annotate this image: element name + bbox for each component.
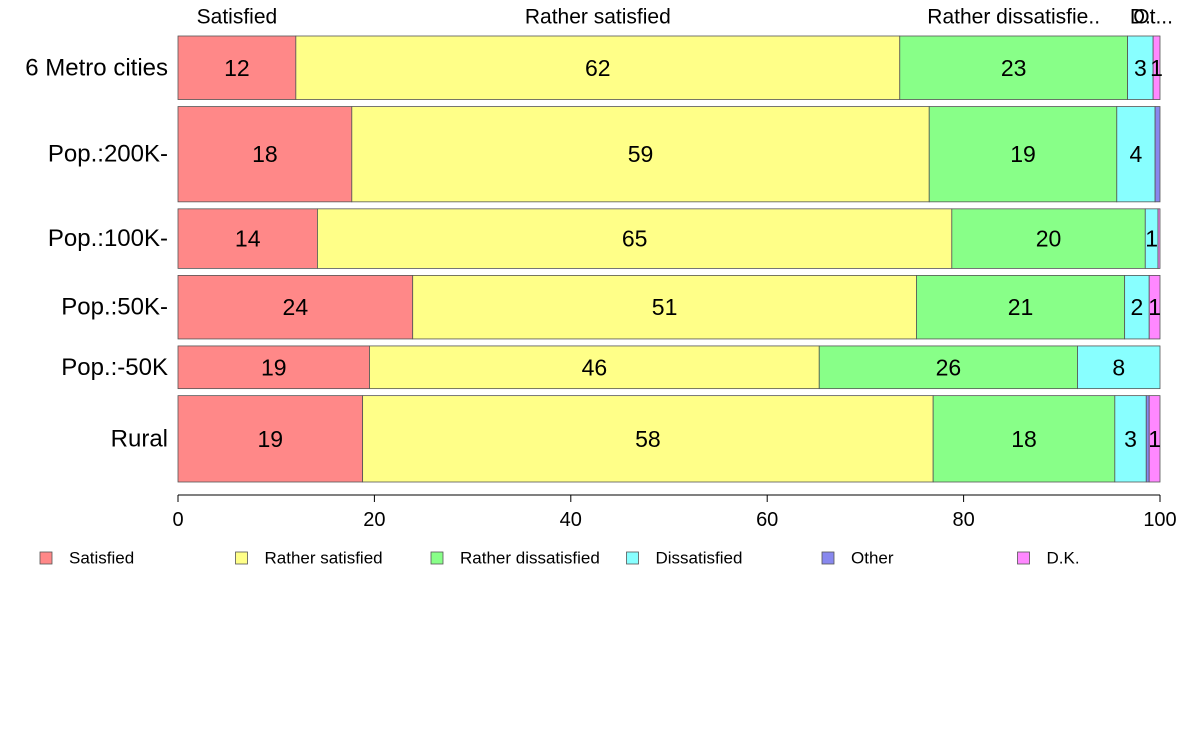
- series-top-label: D.: [1130, 6, 1151, 29]
- bar-segment-pop-100k-rather-dissatisfied: [951, 208, 1146, 269]
- data-label: 65: [622, 226, 648, 252]
- bar-segment-pop-200k-rather-dissatisfied: [928, 106, 1118, 203]
- bar-segment-pop-100k-d-k: [1157, 208, 1161, 269]
- data-label: 58: [635, 426, 661, 452]
- legend-label: Dissatisfied: [656, 549, 743, 568]
- data-label: 19: [258, 426, 284, 452]
- bar-segment-6-metro-cities-rather-satisfied: [295, 35, 901, 100]
- legend-swatch-dissatisfied: [626, 551, 639, 565]
- category-label: Pop.:100K-: [48, 225, 168, 252]
- bar-segment-rural-dissatisfied: [1114, 395, 1147, 483]
- bar-segment-rural-satisfied: [177, 395, 364, 483]
- category-label: Pop.:200K-: [48, 141, 168, 168]
- data-label: 51: [652, 294, 678, 320]
- data-label: 62: [585, 55, 611, 81]
- bar-segment-rural-rather-satisfied: [362, 395, 934, 483]
- data-label: 46: [582, 354, 608, 380]
- bar-segment-pop-50k-d-k: [1148, 275, 1161, 340]
- category-label: 6 Metro cities: [25, 54, 168, 81]
- bar-segment-pop-200k-dissatisfied: [1116, 106, 1156, 203]
- bar-segment-pop-50k-dissatisfied: [1077, 345, 1161, 390]
- data-label: 3: [1124, 426, 1137, 452]
- data-label: 1: [1148, 294, 1161, 320]
- bar-segment-pop-50k-satisfied: [177, 275, 414, 340]
- legend-label: Satisfied: [69, 549, 134, 568]
- bar-segment-pop-100k-rather-satisfied: [317, 208, 953, 269]
- data-label: 21: [1008, 294, 1034, 320]
- data-label: 26: [936, 354, 962, 380]
- data-label: 4: [1130, 141, 1143, 167]
- bar-segment-rural-d-k: [1148, 395, 1161, 483]
- data-label: 23: [1001, 55, 1027, 81]
- bar-segment-pop-50k-rather-satisfied: [369, 345, 820, 390]
- bars-layer: 12 62 23 3 118 59 19 414 65 20 124 51 21 2 119 46 26 819 5…: [177, 35, 1163, 483]
- legend-swatch-rather-satisfied: [235, 551, 248, 565]
- legend-swatch-satisfied: [39, 551, 53, 565]
- bar-segment-pop-50k-rather-dissatisfied: [916, 275, 1126, 340]
- series-top-label: Rather satisfied: [525, 6, 671, 29]
- legend-swatch-d-k: [1017, 551, 1030, 565]
- data-label: 20: [1036, 226, 1062, 252]
- x-tick-label: 40: [560, 509, 582, 531]
- legend-label: Rather satisfied: [265, 549, 383, 568]
- bar-segment-6-metro-cities-rather-dissatisfied: [899, 35, 1128, 100]
- top-labels-layer: Satisfied Rather satisfied Rather dissatis…: [197, 6, 1173, 29]
- category-label: Rural: [111, 425, 168, 452]
- data-label: 12: [224, 55, 250, 81]
- series-top-label: Satisfied: [197, 6, 278, 29]
- legend-label: Rather dissatisfied: [460, 549, 600, 568]
- legend-label: D.K.: [1047, 549, 1080, 568]
- bar-segment-pop-200k-satisfied: [177, 106, 353, 203]
- bar-segment-pop-200k-rather-satisfied: [351, 106, 930, 203]
- data-label: 24: [283, 294, 309, 320]
- data-label: 1: [1145, 226, 1158, 252]
- category-labels-layer: 6 Metro cities Pop.:200K- Pop.:100K- Pop.:5…: [25, 54, 168, 452]
- legend-swatch-other: [821, 551, 835, 565]
- category-label: Pop.:50K-: [61, 294, 168, 321]
- data-label: 59: [628, 141, 654, 167]
- legend-swatch-rather-dissatisfied: [430, 551, 444, 565]
- x-tick-label: 0: [172, 509, 183, 531]
- bar-segment-pop-50k-satisfied: [177, 345, 370, 390]
- data-label: 18: [252, 141, 278, 167]
- data-label: 2: [1131, 294, 1144, 320]
- x-tick-label: 100: [1143, 509, 1176, 531]
- data-label: 14: [235, 226, 261, 252]
- data-label: 1: [1150, 55, 1163, 81]
- data-label: 19: [1010, 141, 1036, 167]
- data-label: 18: [1011, 426, 1037, 452]
- series-top-label: Rather dissatisfie..: [927, 6, 1100, 29]
- data-label: 8: [1112, 354, 1125, 380]
- data-label: 3: [1134, 55, 1147, 81]
- bar-segment-6-metro-cities-satisfied: [177, 35, 297, 100]
- x-axis: 0 20 40 60 80 100: [172, 494, 1177, 531]
- series-top-label: Ot...: [1133, 6, 1173, 29]
- legend: Satisfied Rather satisfied Rather dissatis…: [39, 549, 1080, 568]
- category-label: Pop.:-50K: [61, 354, 168, 381]
- legend-label: Other: [851, 549, 894, 568]
- bar-segment-6-metro-cities-d-k: [1152, 35, 1161, 100]
- x-tick-label: 60: [756, 509, 778, 531]
- bar-segment-rural-rather-dissatisfied: [932, 395, 1116, 483]
- bar-segment-pop-200k-other: [1154, 106, 1161, 203]
- x-tick-label: 20: [363, 509, 385, 531]
- data-label: 19: [261, 354, 287, 380]
- bar-segment-pop-100k-satisfied: [177, 208, 318, 269]
- x-tick-label: 80: [952, 509, 974, 531]
- data-label: 1: [1148, 426, 1161, 452]
